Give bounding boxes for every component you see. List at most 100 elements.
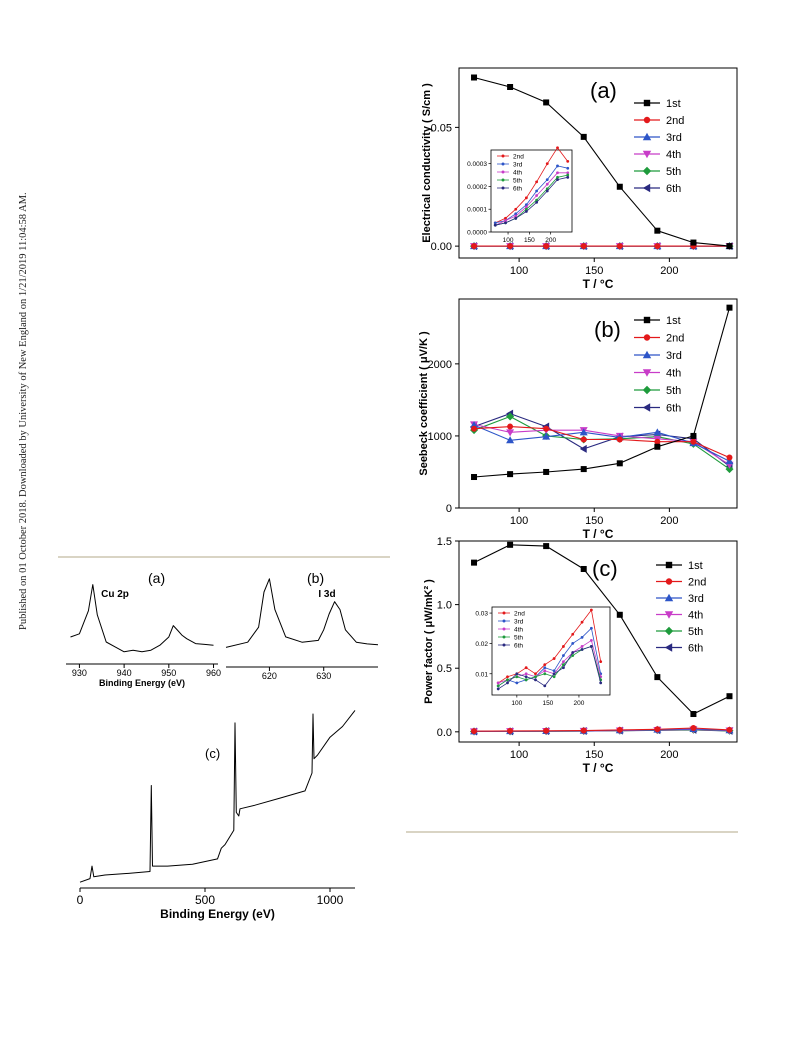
legend-marker (665, 578, 673, 585)
inset-legend-label: 5th (513, 178, 522, 185)
panel-label: (c) (205, 746, 220, 761)
xps-panel-xps_b: 620 630 (b) I 3d (225, 570, 379, 681)
inset-legend-marker (502, 635, 506, 639)
x-tick-label: 960 (206, 668, 221, 678)
inset-data-point (535, 180, 539, 184)
inset-data-point (504, 221, 507, 225)
inset-a: 100 150 200 0.0000 0.0001 0.0002 0.0003 2nd3rd4… (467, 146, 573, 244)
data-point (543, 243, 550, 250)
series-line (473, 727, 730, 732)
spectrum-line (225, 578, 379, 648)
inset-data-point (571, 632, 575, 636)
panel-a: 100 150 200 0.00 0.05 T / °C Electrical conduc… (421, 67, 738, 291)
inset-legend-marker (501, 186, 505, 190)
legend-item: 6th (634, 183, 681, 195)
inset-data-point (580, 648, 584, 651)
data-point (725, 465, 734, 474)
inset-data-point (506, 675, 509, 679)
y-tick-label: 0.00 (431, 241, 452, 253)
data-point (506, 436, 515, 444)
inset-data-point (552, 675, 556, 679)
data-point (690, 438, 697, 445)
inset-data-point (515, 675, 519, 679)
inset-data-point (535, 189, 539, 193)
inset-legend-label: 4th (513, 170, 522, 177)
data-point (654, 726, 661, 733)
inset-data-point (506, 678, 509, 682)
inset-data-point (562, 663, 565, 667)
data-point (690, 432, 697, 439)
x-axis-label: T / °C (583, 761, 614, 775)
inset-data-point (599, 660, 603, 664)
inset-data-point (524, 196, 528, 200)
y-tick-label: 1.5 (437, 536, 452, 548)
inset-data-point (566, 171, 570, 175)
y-tick-label: 1000 (428, 431, 452, 443)
data-point (654, 227, 661, 234)
legend-label: 2nd (688, 577, 706, 589)
inset-data-point (534, 675, 537, 679)
inset-y-tick-label: 0.0003 (467, 161, 487, 168)
legend-item: 5th (656, 626, 703, 638)
inset-data-point (556, 171, 559, 175)
legend-marker (643, 116, 651, 124)
data-point (654, 438, 661, 445)
data-point (543, 425, 550, 432)
inset-series-line (497, 627, 602, 687)
data-point (690, 711, 697, 718)
data-point (654, 674, 661, 681)
x-tick-label: 1000 (317, 893, 344, 907)
inset-data-point (556, 178, 559, 182)
inset-data-point (543, 684, 547, 688)
inset-legend-marker (502, 611, 506, 615)
legend-marker (664, 626, 674, 636)
data-point (507, 471, 514, 478)
inset-data-point (524, 203, 528, 207)
peak-annotation: I 3d (318, 589, 335, 600)
legend-marker (642, 183, 651, 193)
data-point (616, 726, 623, 733)
inset-data-point (524, 205, 528, 209)
inset-data-point (524, 210, 528, 213)
inset-legend-label: 2nd (514, 611, 525, 618)
data-point (654, 243, 661, 250)
legend-label: 6th (666, 183, 681, 195)
y-tick-label: 0.0 (437, 727, 452, 739)
legend-item: 2nd (656, 577, 706, 589)
inset-data-point (589, 638, 593, 642)
legend-item: 3rd (634, 350, 682, 362)
xps-panel-xps_a: 930 940 950 960 Binding Energy (eV) (a) Cu 2p (66, 570, 221, 688)
inset-series-4th (493, 171, 570, 227)
inset-x-tick-label: 100 (511, 700, 522, 707)
data-point (616, 183, 623, 190)
legend-label: 2nd (666, 333, 684, 345)
x-tick-label: 200 (660, 515, 678, 527)
inset-data-point (504, 216, 507, 220)
legend-label: 5th (666, 166, 681, 178)
data-point (579, 444, 587, 453)
data-point (616, 243, 623, 250)
series-2nd (471, 725, 733, 735)
inset-y-tick-label: 0.0001 (467, 207, 487, 214)
inset-data-point (556, 164, 559, 168)
legend-item: 6th (634, 403, 681, 415)
inset-y-tick-label: 0.03 (475, 611, 488, 618)
legend-marker (643, 316, 651, 324)
y-tick-label: 0 (446, 503, 452, 515)
inset-data-point (589, 645, 593, 648)
legend-marker (642, 150, 652, 159)
data-point (580, 727, 587, 734)
inset-data-point (515, 681, 519, 685)
xps-panel-xps_c: 0 500 1000 Binding Energy (eV) (c) (77, 710, 356, 921)
inset-data-point (562, 645, 565, 648)
data-point (653, 428, 662, 436)
panel-label: (a) (590, 78, 617, 103)
data-point (507, 727, 514, 734)
inset-data-point (493, 221, 497, 225)
plot-frame (458, 67, 738, 259)
data-point (471, 474, 478, 481)
peak-annotation: Cu 2p (101, 589, 129, 600)
data-point (507, 541, 514, 548)
inset-data-point (599, 681, 603, 685)
